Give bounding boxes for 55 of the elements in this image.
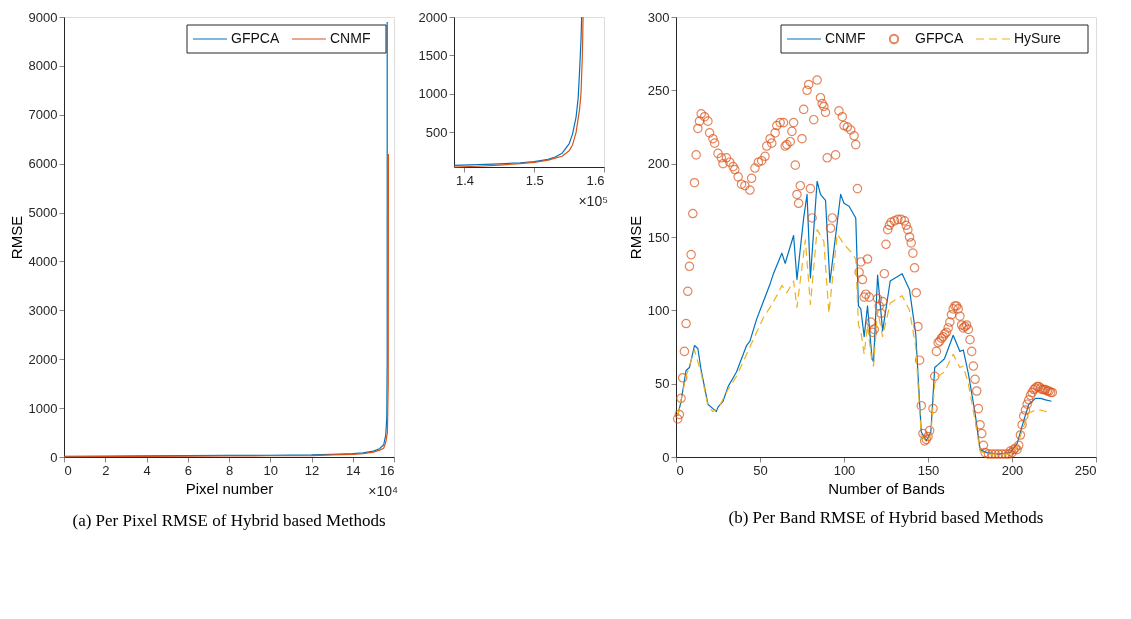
y-tick-label: 2000 <box>418 9 448 25</box>
y-tick-label: 100 <box>647 302 670 318</box>
x-tick-label: 4 <box>143 462 151 478</box>
line-series <box>677 180 1053 455</box>
text: (b) Per Band RMSE of Hybrid based Methods <box>728 508 1044 527</box>
y-axis-title: RMSE <box>7 215 25 260</box>
x-tick-label: 100 <box>833 462 856 478</box>
x-tick-label: 12 <box>304 462 320 478</box>
text: ×10⁵ <box>578 193 608 209</box>
x-tick-label: 8 <box>225 462 234 478</box>
x-tick-label: 0 <box>64 462 72 478</box>
y-tick-label: 9000 <box>28 9 58 25</box>
y-tick-label: 300 <box>647 9 670 25</box>
x-axis-title: Number of Bands <box>828 479 945 497</box>
x-tick-label: 10 <box>263 462 278 478</box>
x-tick-label: 50 <box>753 462 768 478</box>
x-axis-title: Pixel number <box>185 479 274 497</box>
y-tick-label: 3000 <box>28 302 58 318</box>
x-tick-label: 250 <box>1074 462 1097 478</box>
y-tick-label: 2000 <box>28 351 58 367</box>
text: (a) Per Pixel RMSE of Hybrid based Methods <box>72 511 386 530</box>
line-series <box>677 229 1050 455</box>
x-tick-label: 200 <box>1001 462 1024 478</box>
y-tick-label: 500 <box>425 124 448 140</box>
y-axis-title: RMSE <box>626 215 644 260</box>
legend-label: CNMF <box>330 30 371 46</box>
x-tick-label: 6 <box>184 462 192 478</box>
x-tick-label: 1.4 <box>455 172 474 188</box>
legend-label: GFPCA <box>915 30 964 46</box>
y-tick-label: 4000 <box>28 253 58 269</box>
y-tick-label: 6000 <box>28 156 58 172</box>
x-tick-label: 1.5 <box>525 172 544 188</box>
line-series <box>63 153 390 458</box>
y-tick-label: 1000 <box>28 400 58 416</box>
y-tick-label: 8000 <box>28 58 58 74</box>
y-tick-label: 250 <box>647 82 670 98</box>
y-tick-label: 5000 <box>28 205 58 221</box>
y-tick-label: 0 <box>662 449 670 465</box>
x-tick-label: 1.6 <box>586 172 605 188</box>
x-tick-label: 14 <box>346 462 361 478</box>
y-tick-label: 7000 <box>28 107 58 123</box>
y-tick-label: 0 <box>50 449 58 465</box>
text: ×10⁴ <box>368 483 398 499</box>
legend-label: GFPCA <box>231 30 280 46</box>
y-tick-label: 50 <box>655 376 670 392</box>
y-tick-label: 1500 <box>418 47 448 63</box>
legend-label: HySure <box>1014 30 1061 46</box>
x-tick-label: 150 <box>917 462 940 478</box>
y-tick-label: 150 <box>647 229 670 245</box>
x-tick-label: 0 <box>676 462 684 478</box>
y-tick-label: 200 <box>647 156 670 172</box>
legend-label: CNMF <box>825 30 866 46</box>
x-tick-label: 2 <box>102 462 110 478</box>
y-tick-label: 1000 <box>418 86 448 102</box>
x-tick-label: 16 <box>380 462 395 478</box>
